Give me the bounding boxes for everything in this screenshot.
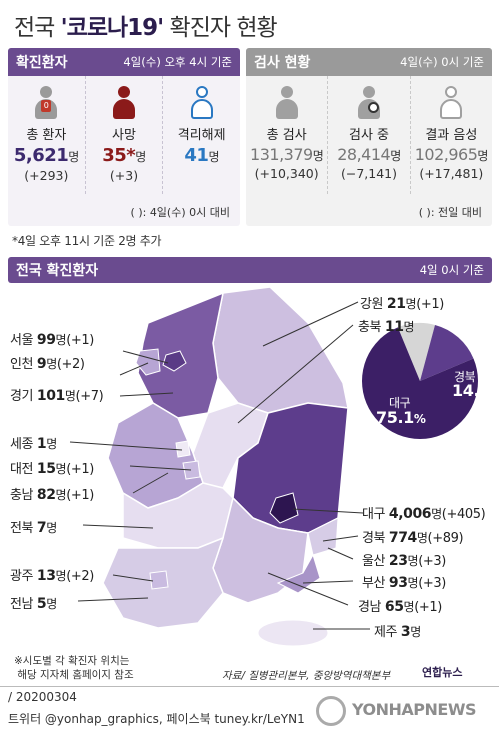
pie-slice-gyeongbuk	[420, 324, 474, 381]
page-title: 전국 '코로나19' 확진자 현황	[14, 15, 278, 41]
stat-change: (+293)	[24, 168, 69, 183]
brand-logo: 연합뉴스	[422, 666, 463, 679]
region-daegu	[269, 492, 299, 524]
pie-label-daegu: 대구	[389, 396, 411, 410]
source-text: 자료/ 질병관리본부, 중앙방역대책본부	[222, 670, 391, 682]
stat-change: (+3)	[109, 168, 139, 183]
label-chungnam: 충남 82명(+1)	[10, 487, 94, 503]
stat-value: 35*명	[102, 145, 146, 166]
divider	[0, 686, 499, 687]
test-panel: 검사 현황 4일(수) 0시 기준 총 검사 131,379명 (+10,340…	[246, 48, 492, 226]
label-busan: 부산 93명(+3)	[362, 575, 446, 591]
deaths-stat: 사망 35*명 (+3)	[84, 76, 163, 194]
label-gangwon: 강원 21명(+1)	[360, 296, 444, 312]
stat-label: 총 환자	[26, 128, 67, 143]
social-links: 트위터 @yonhap_graphics, 페이스북 tuney.kr/LeYN…	[8, 712, 305, 726]
confirmed-date: 4일(수) 오후 4시 기준	[123, 55, 232, 69]
map-heading: 전국 확진환자	[16, 263, 99, 279]
stat-label: 검사 중	[348, 128, 389, 143]
pie-label-gyeongbuk: 경북	[454, 370, 476, 384]
person-icon	[274, 86, 300, 120]
label-gwangju: 광주 13명(+2)	[10, 568, 94, 584]
region-seoul	[162, 350, 187, 372]
label-gyeongbuk: 경북 774명(+89)	[362, 530, 464, 546]
region-gangwon	[212, 286, 349, 414]
test-date: 4일(수) 0시 기준	[400, 55, 484, 69]
outline-person-icon	[438, 86, 464, 120]
label-incheon: 인천 9명(+2)	[10, 356, 85, 372]
stat-value: 41명	[184, 145, 219, 166]
map-date: 4일 0시 기준	[419, 263, 484, 277]
label-gyeonggi: 경기 101명(+7)	[10, 388, 104, 404]
test-footnote: ( ): 전일 대비	[418, 206, 482, 219]
region-gwangju	[149, 570, 169, 590]
confirmed-footnote: ( ): 4일(수) 0시 대비	[130, 206, 230, 219]
date-line: / 20200304	[8, 690, 77, 704]
test-heading: 검사 현황	[254, 55, 311, 71]
watermark-circle-icon	[316, 696, 346, 726]
stat-value: 131,379명	[250, 145, 324, 164]
share-pie-chart	[362, 323, 478, 439]
label-gyeongnam: 경남 65명(+1)	[358, 599, 442, 615]
label-jeju: 제주 3명	[374, 624, 421, 640]
map-header: 전국 확진환자 4일 0시 기준	[8, 257, 492, 283]
total-tests-stat: 총 검사 131,379명 (+10,340)	[246, 76, 327, 194]
pie-slice-daegu	[362, 327, 478, 439]
pie-slice-other	[397, 323, 436, 381]
stat-value: 102,965명	[414, 145, 489, 164]
map-section: 전국 확진환자 4일 0시 기준	[8, 257, 492, 697]
stat-change: (+17,481)	[419, 166, 484, 181]
pie-value-daegu: 75.1%	[376, 408, 426, 427]
released-stat: 격리해제 41명	[162, 76, 240, 194]
released-icon	[189, 86, 215, 120]
stat-value: 28,414명	[337, 145, 401, 164]
confirmed-heading: 확진환자	[16, 55, 68, 71]
label-jeonbuk: 전북 7명	[10, 520, 57, 536]
watermark: YONHAPNEWS	[352, 700, 477, 719]
death-icon	[111, 86, 137, 120]
magnifier-person-icon	[356, 86, 382, 120]
label-chungbuk: 충북 11명	[358, 319, 415, 335]
label-ulsan: 울산 23명(+3)	[362, 553, 446, 569]
testing-stat: 검사 중 28,414명 (−7,141)	[327, 76, 409, 194]
region-busan	[276, 553, 321, 594]
label-jeonnam: 전남 5명	[10, 596, 57, 612]
label-sejong: 세종 1명	[10, 436, 57, 452]
korea-map	[69, 286, 478, 647]
test-panel-header: 검사 현황 4일(수) 0시 기준	[246, 48, 492, 76]
death-note: *4일 오후 11시 기준 2명 추가	[12, 234, 162, 248]
label-daegu: 대구 4,006명(+405)	[362, 506, 486, 522]
region-ulsan	[307, 517, 339, 556]
region-sejong	[175, 440, 191, 458]
stat-label: 결과 음성	[425, 128, 478, 143]
stat-value: 5,621명	[13, 145, 79, 166]
label-daejeon: 대전 15명(+1)	[10, 461, 94, 477]
region-daejeon	[182, 460, 201, 480]
negative-stat: 결과 음성 102,965명 (+17,481)	[409, 76, 492, 194]
stat-label: 격리해제	[177, 128, 226, 143]
stat-label: 사망	[112, 128, 136, 143]
region-jeju	[257, 619, 329, 647]
stat-label: 총 검사	[266, 128, 307, 143]
pie-value-gyeongbuk: 14.5	[452, 381, 490, 400]
total-patients-stat: 0 총 환자 5,621명 (+293)	[8, 76, 85, 194]
confirmed-panel: 확진환자 4일(수) 오후 4시 기준 0 총 환자 5,621명 (+293)…	[8, 48, 240, 226]
patient-icon: 0	[33, 86, 59, 120]
region-incheon	[135, 348, 161, 376]
label-seoul: 서울 99명(+1)	[10, 332, 94, 348]
confirmed-panel-header: 확진환자 4일(수) 오후 4시 기준	[8, 48, 240, 76]
source-note: ※시도별 각 확진자 위치는 해당 지자체 홈페이지 참조	[14, 655, 134, 681]
stat-change: (−7,141)	[340, 166, 397, 181]
stat-change: (+10,340)	[254, 166, 319, 181]
